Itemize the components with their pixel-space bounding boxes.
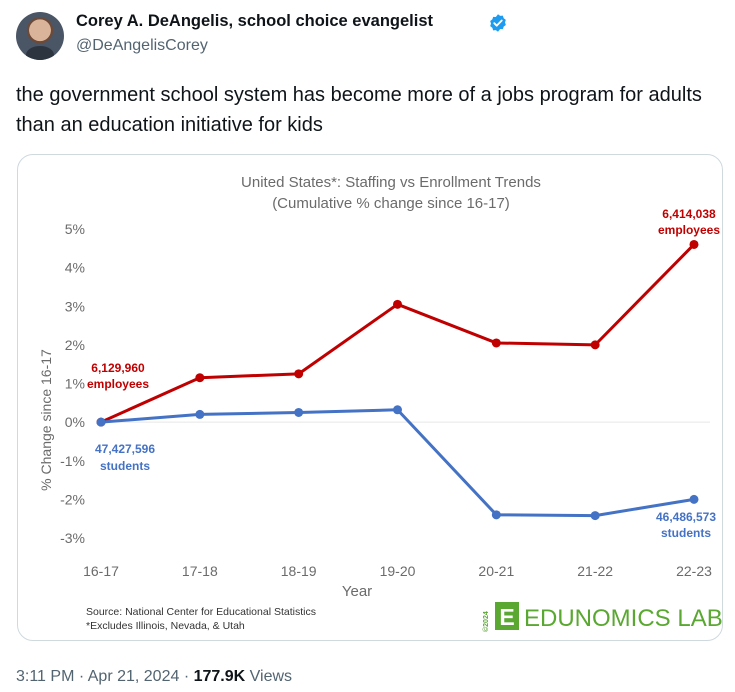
- x-tick-label: 17-18: [182, 563, 218, 579]
- verified-badge-icon: [490, 14, 506, 32]
- employees-start-label: employees: [87, 377, 149, 391]
- y-tick-label: -3%: [60, 530, 85, 546]
- students-data-point: [590, 511, 600, 521]
- meta-separator-2: ·: [183, 668, 190, 685]
- tweet-text: the government school system has become …: [16, 84, 702, 136]
- author-name[interactable]: Corey A. DeAngelis, school choice evange…: [76, 12, 433, 30]
- tweet-image[interactable]: United States*: Staffing vs Enrollment T…: [17, 154, 723, 641]
- students-series-line: [100, 408, 695, 518]
- students-data-point: [195, 409, 205, 419]
- x-tick-label: 16-17: [83, 563, 119, 579]
- views-count: 177.9K: [193, 668, 246, 685]
- students-data-point: [689, 494, 699, 504]
- source-note: Source: National Center for Educational …: [86, 606, 316, 618]
- students-data-point: [393, 405, 402, 415]
- y-tick-label: 5%: [65, 221, 85, 237]
- employees-data-point: [689, 239, 699, 249]
- line-chart: United States*: Staffing vs Enrollment T…: [38, 174, 723, 632]
- x-tick-label: 22-23: [676, 563, 712, 579]
- students-data-point: [96, 417, 106, 427]
- x-axis-label: Year: [342, 583, 372, 600]
- y-tick-label: 4%: [65, 260, 85, 276]
- y-tick-label: 2%: [65, 337, 85, 353]
- tweet-meta: 3:11 PM · Apr 21, 2024 · 177.9K Views: [16, 668, 292, 686]
- employees-series-line: [100, 243, 696, 424]
- y-tick-label: -2%: [60, 491, 85, 507]
- x-tick-label: 20-21: [478, 563, 514, 579]
- y-axis-label: % Change since 16-17: [38, 349, 54, 491]
- chart-subtitle: (Cumulative % change since 16-17): [272, 195, 510, 212]
- author-avatar[interactable]: [16, 12, 64, 60]
- students-start-label: students: [100, 459, 150, 473]
- brand-name: EDUNOMICS LAB: [524, 605, 723, 632]
- employees-data-point: [590, 340, 600, 350]
- employees-data-point: [294, 369, 304, 379]
- employees-data-point: [393, 299, 402, 309]
- brand-year: ©2024: [482, 611, 490, 632]
- students-end-value: 46,486,573: [656, 510, 716, 524]
- y-tick-label: 3%: [65, 298, 85, 314]
- x-tick-label: 19-20: [380, 563, 416, 579]
- author-handle[interactable]: @DeAngelisCorey: [76, 37, 208, 54]
- brand-logo-letter: E: [499, 604, 514, 630]
- views-label: Views: [249, 668, 293, 685]
- tweet-time[interactable]: 3:11 PM: [16, 668, 75, 685]
- students-data-point: [294, 407, 304, 417]
- employees-data-point: [195, 373, 205, 383]
- y-tick-label: -1%: [60, 453, 85, 469]
- footnote: *Excludes Illinois, Nevada, & Utah: [86, 620, 245, 632]
- employees-start-value: 6,129,960: [91, 361, 145, 375]
- students-end-label: students: [661, 526, 711, 540]
- chart-title: United States*: Staffing vs Enrollment T…: [241, 174, 541, 191]
- students-data-point: [491, 510, 501, 520]
- y-tick-label: 0%: [65, 414, 85, 430]
- x-tick-label: 21-22: [577, 563, 613, 579]
- students-start-value: 47,427,596: [95, 442, 155, 456]
- edunomics-logo-icon: E: [495, 602, 519, 630]
- y-tick-label: 1%: [65, 376, 85, 392]
- meta-separator: ·: [78, 668, 85, 685]
- tweet-date[interactable]: Apr 21, 2024: [87, 668, 180, 685]
- x-tick-label: 18-19: [281, 563, 317, 579]
- employees-data-point: [491, 338, 501, 348]
- employees-end-value: 6,414,038: [662, 207, 716, 221]
- employees-end-label: employees: [658, 223, 720, 237]
